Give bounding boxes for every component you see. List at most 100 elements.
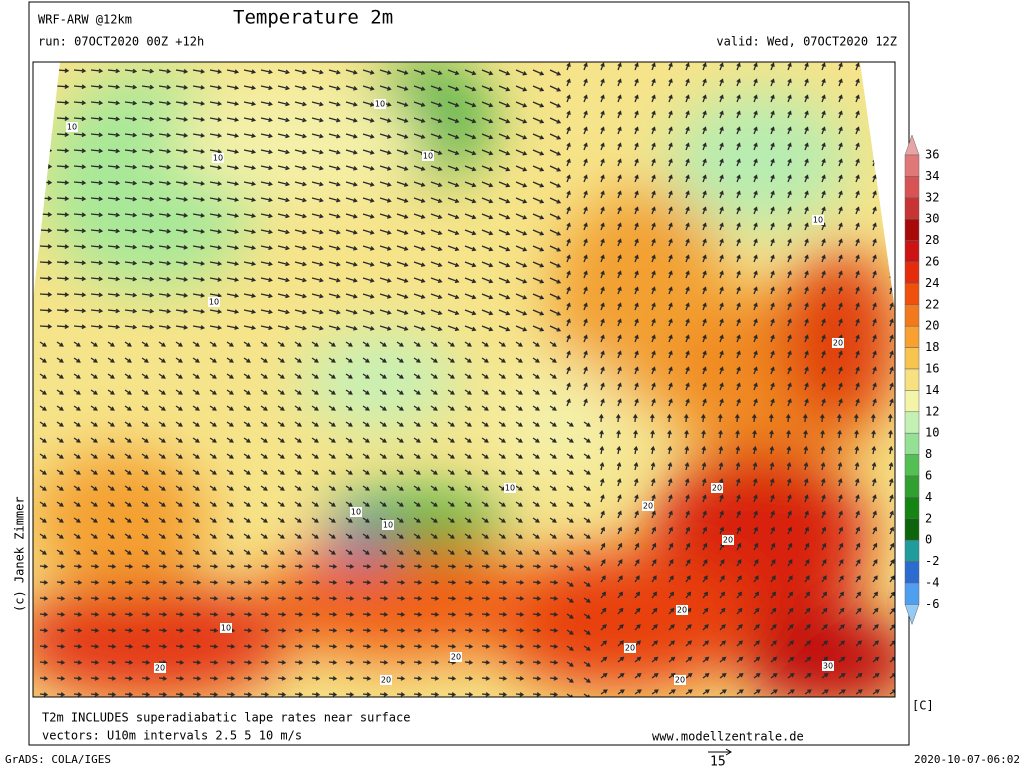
legend-swatch [904, 304, 920, 327]
contour-label: 10 [213, 154, 223, 163]
contour-label: 20 [625, 644, 635, 653]
legend-tick-label: 22 [925, 297, 939, 311]
contour-label-bg [624, 643, 636, 653]
contour-label-bg [812, 215, 824, 225]
legend-swatch [904, 475, 920, 498]
legend-swatch [904, 518, 920, 541]
legend-swatch [904, 283, 920, 306]
legend-tick-label: -4 [925, 576, 939, 590]
footer-site: www.modellzentrale.de [652, 730, 804, 744]
legend-swatch [904, 197, 920, 220]
contour-label-bg [422, 151, 434, 161]
contour-label: 10 [505, 484, 515, 493]
contour-label: 10 [351, 508, 361, 517]
contour-label: 20 [155, 664, 165, 673]
legend-swatch [904, 218, 920, 241]
legend-swatch [904, 497, 920, 520]
contour-label-bg [154, 663, 166, 673]
legend-tick-label: 16 [925, 362, 939, 376]
model-name: WRF-ARW @12km [38, 13, 132, 27]
legend-swatch [904, 582, 920, 605]
contour-label-bg [832, 338, 844, 348]
contour-label-bg [220, 623, 232, 633]
legend-tick-label: 32 [925, 190, 939, 204]
contour-label-bg [504, 483, 516, 493]
legend-tick-label: 12 [925, 404, 939, 418]
contour-label-bg [711, 483, 723, 493]
map-title: Temperature 2m [233, 7, 393, 29]
contour-label-bg [676, 605, 688, 615]
legend-tick-label: 4 [925, 490, 932, 504]
contour-label: 10 [67, 123, 77, 132]
contour-label: 20 [677, 606, 687, 615]
legend-swatch [904, 539, 920, 562]
contour-label: 30 [823, 662, 833, 671]
legend-cap [904, 134, 920, 156]
contour-label-bg [350, 507, 362, 517]
contour-label-bg [212, 153, 224, 163]
legend-swatch [904, 325, 920, 348]
map-border [32, 61, 896, 698]
legend-tick-label: 34 [925, 169, 939, 183]
legend-swatch [904, 368, 920, 391]
legend-tick-label: 18 [925, 340, 939, 354]
legend-tick-label: 20 [925, 319, 939, 333]
contour-label: 10 [813, 216, 823, 225]
contour-label-bg [382, 520, 394, 530]
arrow-scale: 15 [710, 755, 726, 768]
legend-tick-label: 10 [925, 426, 939, 440]
legend-swatch [904, 261, 920, 284]
footer-note: T2m INCLUDES superadiabatic lape rates n… [42, 711, 410, 725]
contour-label: 20 [451, 653, 461, 662]
temperature-field [33, 62, 895, 697]
legend-tick-label: 30 [925, 212, 939, 226]
contour-label-bg [208, 297, 220, 307]
legend-swatch [904, 432, 920, 455]
valid-info: valid: Wed, 07OCT2020 12Z [716, 35, 897, 49]
legend-tick-label: -2 [925, 554, 939, 568]
credit: (c) Janek Zimmer [13, 496, 27, 612]
contour-label-bg [642, 501, 654, 511]
legend-tick-label: 28 [925, 233, 939, 247]
legend-swatch [904, 561, 920, 584]
contour-labels: 10 10 10 10 10 10 10 10 10 10 20 20 20 20 20 20 20 20 20 20… [66, 99, 844, 685]
contour-label: 10 [209, 298, 219, 307]
contour-label: 20 [643, 502, 653, 511]
legend-tick-label: 6 [925, 469, 932, 483]
contour-label: 20 [712, 484, 722, 493]
footer-vectors: vectors: U10m intervals 2.5 5 10 m/s [42, 729, 302, 743]
legend-tick-label: -6 [925, 597, 939, 611]
legend-unit: [C] [912, 699, 934, 713]
legend-cap [904, 604, 920, 626]
legend-swatch [904, 154, 920, 177]
legend-swatch [904, 390, 920, 413]
contour-label: 10 [423, 152, 433, 161]
grads-credit: GrADS: COLA/IGES [5, 753, 111, 766]
timestamp: 2020-10-07-06:02 [914, 753, 1020, 766]
contour-label-bg [380, 675, 392, 685]
contour-label: 10 [383, 521, 393, 530]
contour-label: 20 [723, 536, 733, 545]
legend-tick-label: 14 [925, 383, 939, 397]
contour-label-bg [722, 535, 734, 545]
contour-label: 20 [381, 676, 391, 685]
contour-label: 10 [221, 624, 231, 633]
legend-swatch [904, 176, 920, 199]
legend-tick-label: 26 [925, 255, 939, 269]
legend-swatch [904, 454, 920, 477]
contour-label-bg [450, 652, 462, 662]
legend-tick-label: 0 [925, 533, 932, 547]
legend-tick-label: 2 [925, 511, 932, 525]
contour-label: 10 [375, 100, 385, 109]
legend-tick-label: 36 [925, 148, 939, 162]
legend-swatch [904, 347, 920, 370]
contour-label-bg [822, 661, 834, 671]
contour-label-bg [66, 122, 78, 132]
contour-label: 20 [675, 676, 685, 685]
run-info: run: 07OCT2020 00Z +12h [38, 35, 204, 49]
legend-swatch [904, 411, 920, 434]
contour-label-bg [674, 675, 686, 685]
